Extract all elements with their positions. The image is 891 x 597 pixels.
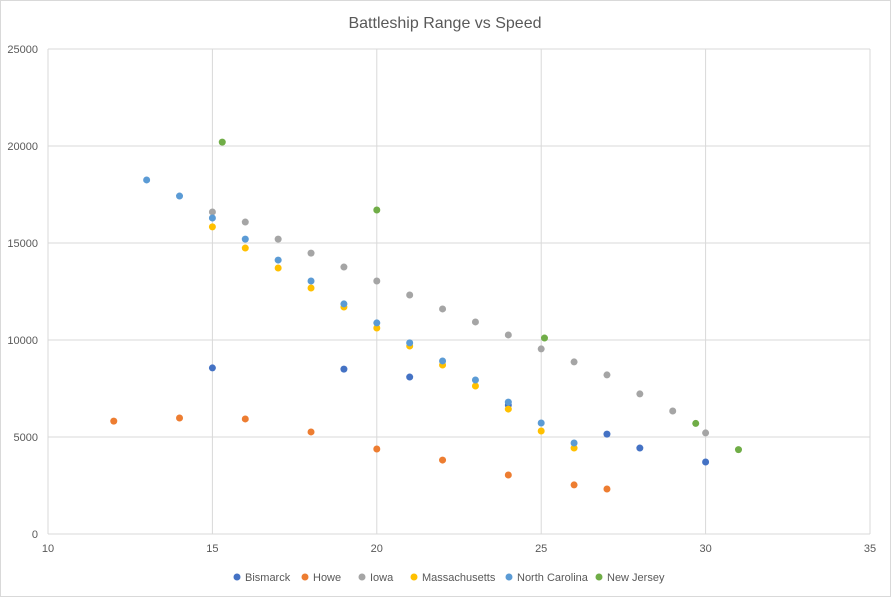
- data-point: [603, 485, 611, 493]
- data-point: [603, 430, 611, 438]
- data-point: [241, 244, 249, 252]
- legend-label: New Jersey: [607, 572, 665, 584]
- legend-item: New Jersey: [595, 572, 665, 584]
- data-point: [340, 263, 348, 271]
- x-tick-label: 35: [864, 543, 876, 555]
- data-point: [307, 428, 315, 436]
- data-point: [669, 407, 677, 415]
- series-massachusetts: [208, 223, 578, 452]
- data-point: [702, 429, 710, 437]
- legend-marker: [410, 573, 418, 581]
- data-point: [537, 427, 545, 435]
- legend-item: Bismarck: [233, 572, 291, 584]
- data-point: [636, 444, 644, 452]
- data-point: [274, 235, 282, 243]
- data-point: [406, 339, 414, 347]
- data-point: [504, 405, 512, 413]
- legend-label: Howe: [313, 572, 341, 584]
- data-point: [636, 390, 644, 398]
- legend-label: Massachusetts: [422, 572, 496, 584]
- y-tick-label: 25000: [7, 44, 38, 56]
- data-point: [439, 357, 447, 365]
- x-tick-label: 25: [535, 543, 547, 555]
- data-point: [570, 439, 578, 447]
- x-tick-label: 20: [371, 543, 383, 555]
- data-point: [208, 223, 216, 231]
- x-tick-label: 30: [699, 543, 711, 555]
- data-point: [208, 208, 216, 216]
- series-howe: [110, 414, 611, 493]
- chart-title: Battleship Range vs Speed: [348, 15, 541, 32]
- y-tick-label: 0: [32, 529, 38, 541]
- data-point: [702, 458, 710, 466]
- legend-item: Massachusetts: [410, 572, 496, 584]
- data-point: [373, 206, 381, 214]
- data-point: [340, 300, 348, 308]
- data-point: [537, 419, 545, 427]
- data-point: [110, 417, 118, 425]
- legend-label: Iowa: [370, 572, 394, 584]
- data-point: [603, 371, 611, 379]
- series-bismarck: [208, 364, 710, 466]
- legend-label: North Carolina: [517, 572, 589, 584]
- legend-marker: [505, 573, 513, 581]
- legend-label: Bismarck: [245, 572, 291, 584]
- data-point: [307, 249, 315, 257]
- data-point: [274, 264, 282, 272]
- data-point: [241, 235, 249, 243]
- data-point: [570, 444, 578, 452]
- data-point: [504, 331, 512, 339]
- legend-item: Howe: [301, 572, 341, 584]
- legend-marker: [358, 573, 366, 581]
- data-point: [504, 471, 512, 479]
- data-point: [176, 192, 184, 200]
- legend-item: Iowa: [358, 572, 394, 584]
- y-tick-label: 15000: [7, 238, 38, 250]
- data-point: [208, 214, 216, 222]
- data-point: [439, 305, 447, 313]
- series-north-carolina: [143, 176, 578, 447]
- data-point: [439, 456, 447, 464]
- data-point: [540, 334, 548, 342]
- legend-marker: [233, 573, 241, 581]
- data-point: [176, 414, 184, 422]
- data-point: [471, 376, 479, 384]
- data-point: [143, 176, 151, 184]
- data-point: [373, 277, 381, 285]
- data-point: [241, 218, 249, 226]
- series-iowa: [208, 208, 710, 437]
- y-tick-label: 5000: [14, 432, 38, 444]
- legend-item: North Carolina: [505, 572, 589, 584]
- x-tick-label: 15: [206, 543, 218, 555]
- y-tick-label: 10000: [7, 335, 38, 347]
- data-point: [274, 256, 282, 264]
- x-tick-label: 10: [42, 543, 54, 555]
- legend-marker: [301, 573, 309, 581]
- data-point: [218, 138, 226, 146]
- data-point: [570, 358, 578, 366]
- data-point: [692, 419, 700, 427]
- data-point: [373, 319, 381, 327]
- data-point: [570, 481, 578, 489]
- legend-marker: [595, 573, 603, 581]
- data-point: [208, 364, 216, 372]
- data-point: [307, 277, 315, 285]
- data-point: [504, 398, 512, 406]
- data-point: [406, 291, 414, 299]
- data-point: [471, 318, 479, 326]
- data-point: [373, 324, 381, 332]
- series-new-jersey: [218, 138, 742, 454]
- data-point: [471, 382, 479, 390]
- data-point: [307, 284, 315, 292]
- data-point: [241, 415, 249, 423]
- data-point: [537, 345, 545, 353]
- data-point: [406, 373, 414, 381]
- data-point: [340, 365, 348, 373]
- data-point: [373, 445, 381, 453]
- y-tick-label: 20000: [7, 141, 38, 153]
- data-point: [734, 446, 742, 454]
